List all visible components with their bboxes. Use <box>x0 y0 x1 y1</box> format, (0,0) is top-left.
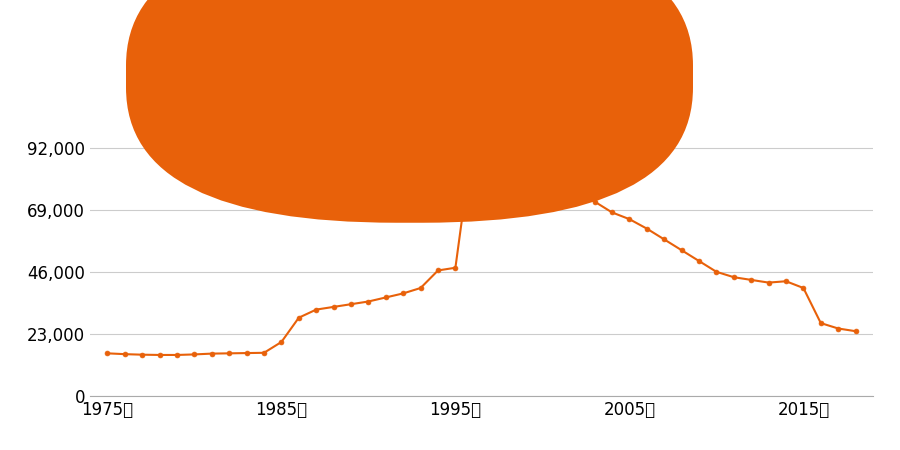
価格 <box>293 315 304 320</box>
価格 <box>590 199 600 204</box>
Line: 価格: 価格 <box>105 137 858 357</box>
価格 <box>206 351 217 356</box>
価格 <box>381 295 392 300</box>
価格 <box>694 258 705 264</box>
価格 <box>433 268 444 273</box>
価格 <box>798 285 809 291</box>
価格 <box>607 210 617 215</box>
Text: 価格: 価格 <box>434 68 466 86</box>
価格 <box>137 352 148 357</box>
価格 <box>642 226 652 231</box>
価格 <box>346 302 356 307</box>
価格 <box>832 326 843 331</box>
価格 <box>624 216 634 222</box>
価格 <box>676 248 687 253</box>
価格 <box>450 265 461 270</box>
価格 <box>363 299 374 304</box>
価格 <box>258 350 269 356</box>
価格 <box>659 237 670 242</box>
価格 <box>572 187 582 192</box>
価格 <box>276 339 287 345</box>
価格 <box>102 351 112 356</box>
価格 <box>241 351 252 356</box>
価格 <box>467 137 478 142</box>
価格 <box>154 352 165 358</box>
Text: 茨城県常陸太田市金井町字浜街道北３５０４番３の地価推移: 茨城県常陸太田市金井町字浜街道北３５０４番３の地価推移 <box>259 14 641 37</box>
価格 <box>780 279 791 284</box>
価格 <box>537 166 548 172</box>
価格 <box>172 352 183 358</box>
価格 <box>189 352 200 357</box>
価格 <box>120 351 130 357</box>
価格 <box>763 280 774 285</box>
価格 <box>746 277 757 283</box>
価格 <box>850 328 861 334</box>
価格 <box>502 148 513 153</box>
価格 <box>728 274 739 280</box>
価格 <box>485 140 496 145</box>
価格 <box>815 320 826 326</box>
価格 <box>711 269 722 274</box>
価格 <box>554 177 565 183</box>
価格 <box>328 304 339 310</box>
価格 <box>398 291 409 296</box>
価格 <box>519 156 530 161</box>
価格 <box>224 351 235 356</box>
価格 <box>415 285 426 291</box>
価格 <box>310 307 321 312</box>
